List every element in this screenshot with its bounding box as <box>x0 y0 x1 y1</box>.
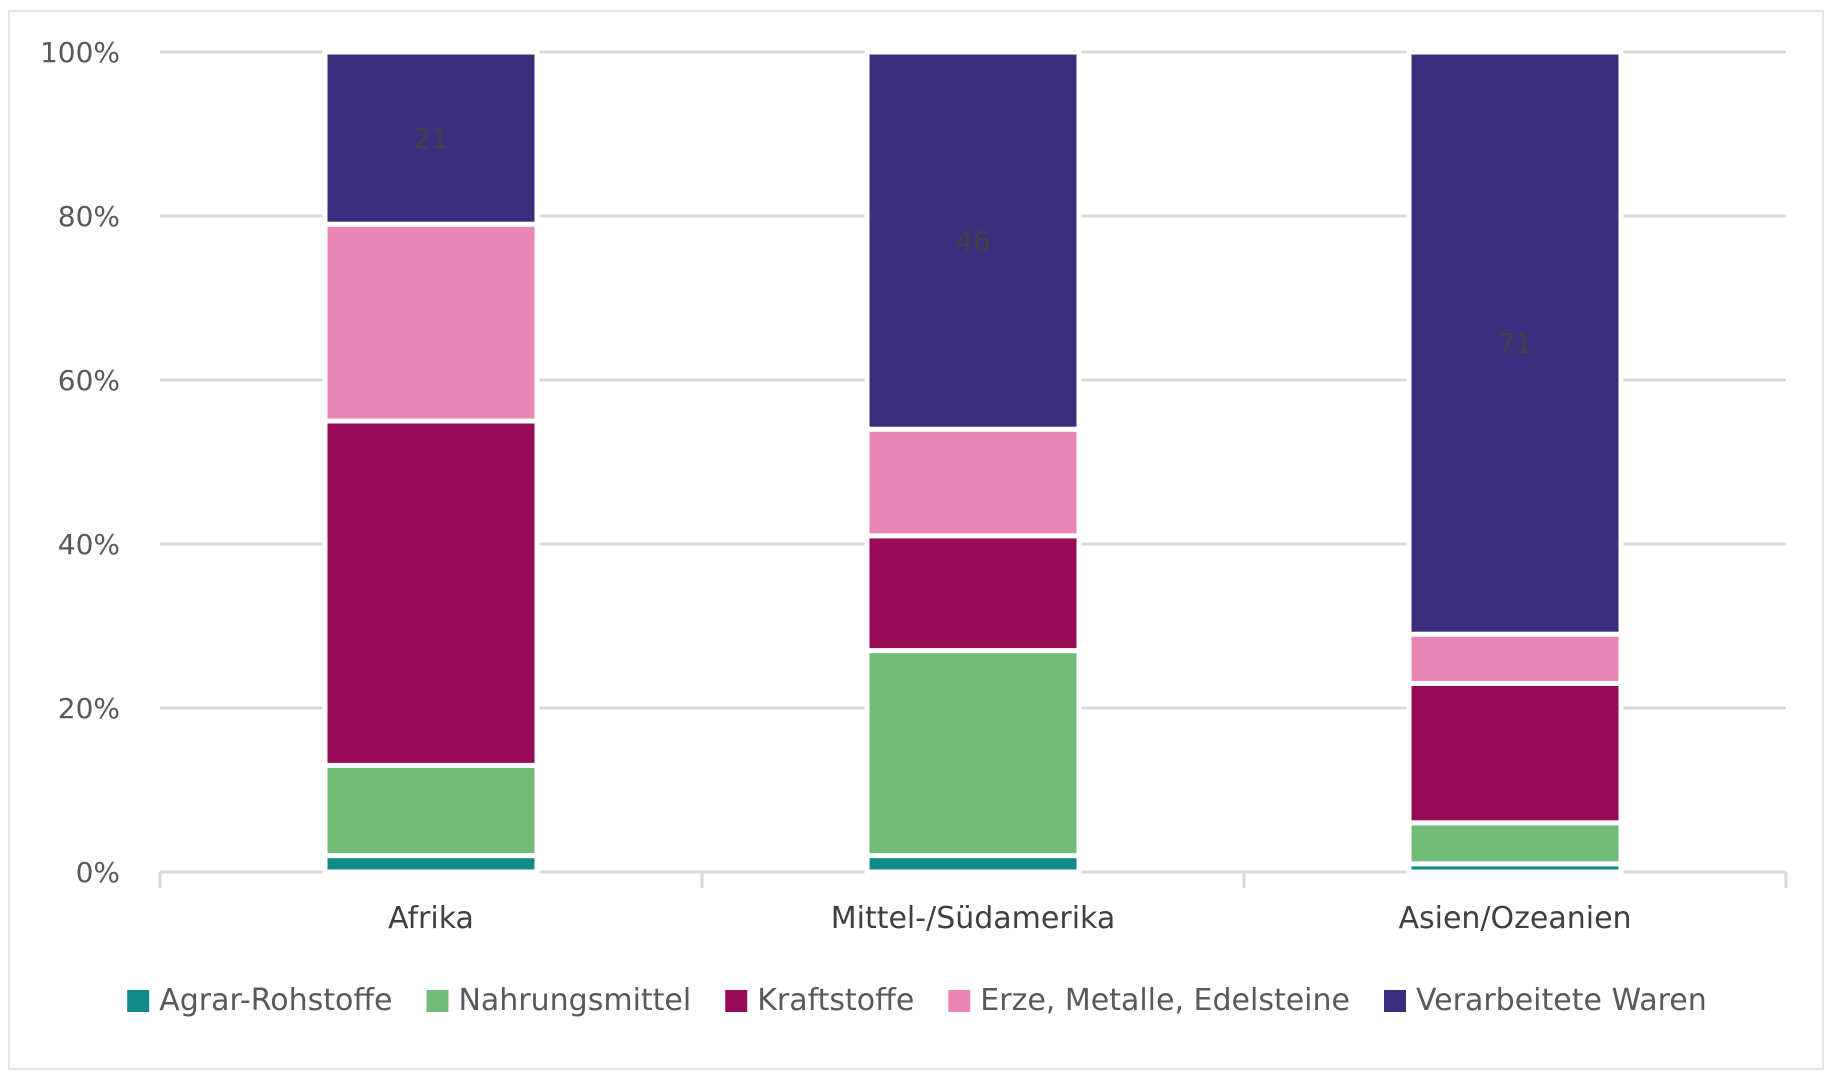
legend-entry: Nahrungsmittel <box>458 983 691 1018</box>
legend-swatch <box>127 990 150 1012</box>
bar-segment <box>1406 49 1624 637</box>
bar-segment <box>864 426 1082 539</box>
legend-swatch <box>426 990 449 1012</box>
data-label: 21 <box>413 122 449 155</box>
bar-segment <box>864 533 1082 654</box>
y-tick-label: 20% <box>58 692 120 725</box>
bar-segment <box>864 648 1082 859</box>
bar-segment <box>322 762 540 859</box>
category-label: Mittel-/Südamerika <box>831 901 1116 936</box>
category-label: Afrika <box>388 901 474 936</box>
y-tick-label: 60% <box>58 364 120 397</box>
bar-segment <box>1406 631 1624 686</box>
legend-entry: Verarbeitete Waren <box>1416 983 1707 1018</box>
bar-segment <box>322 221 540 424</box>
legend-entry: Kraftstoffe <box>757 983 914 1018</box>
y-tick-label: 40% <box>58 528 120 561</box>
category-label: Asien/Ozeanien <box>1398 901 1631 936</box>
y-tick-label: 100% <box>40 36 120 69</box>
bar-segment <box>1406 680 1624 826</box>
legend-swatch <box>948 990 971 1012</box>
legend-entry: Erze, Metalle, Edelsteine <box>980 983 1350 1018</box>
y-tick-label: 0% <box>76 856 120 889</box>
y-tick-label: 80% <box>58 200 120 233</box>
data-label: 46 <box>955 225 991 258</box>
bar-segment <box>864 49 1082 432</box>
bar-segment <box>322 418 540 768</box>
bar-segment <box>322 49 540 227</box>
bar-segment <box>1406 820 1624 867</box>
legend-entry: Agrar-Rohstoffe <box>159 983 392 1018</box>
legend-swatch <box>1383 990 1406 1012</box>
legend-swatch <box>725 990 748 1012</box>
data-label: 71 <box>1497 327 1533 360</box>
